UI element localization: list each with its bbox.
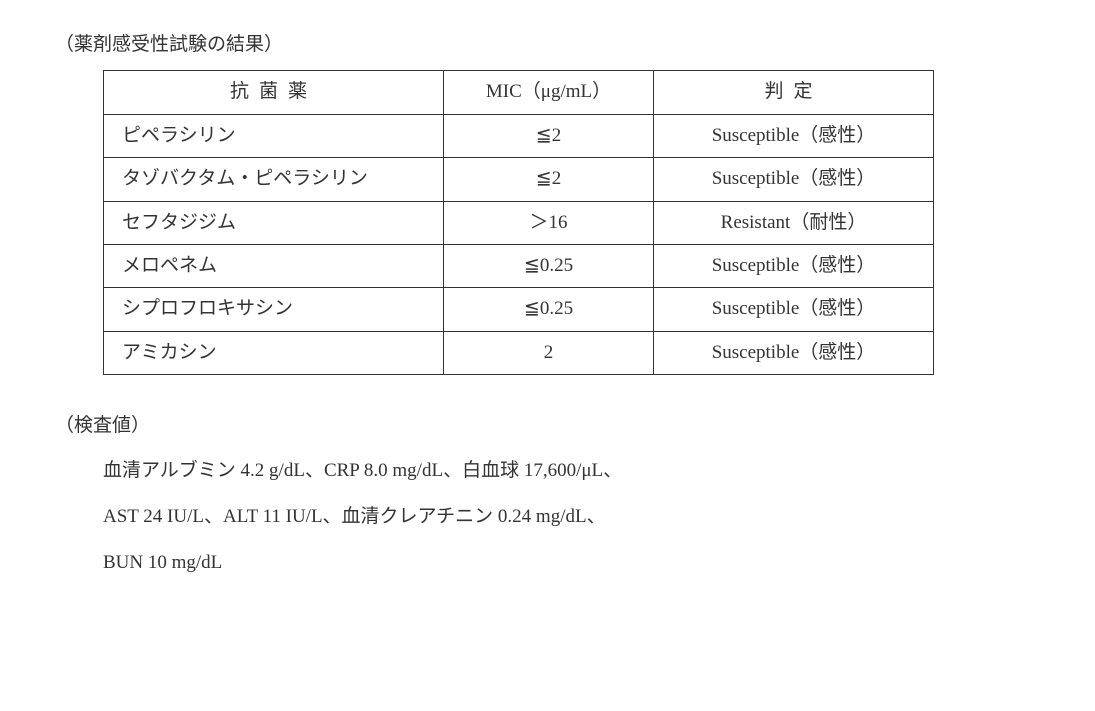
table-header-row: 抗菌薬 MIC（μg/mL） 判定 xyxy=(104,71,934,114)
cell-drug: ピペラシリン xyxy=(104,114,444,157)
table-row: メロペネム ≦0.25 Susceptible（感性） xyxy=(104,244,934,287)
cell-drug: タゾバクタム・ピペラシリン xyxy=(104,158,444,201)
cell-result: Susceptible（感性） xyxy=(654,244,934,287)
table-row: アミカシン 2 Susceptible（感性） xyxy=(104,331,934,374)
table-row: セフタジジム ＞16 Resistant（耐性） xyxy=(104,201,934,244)
cell-mic: 2 xyxy=(444,331,654,374)
table-row: タゾバクタム・ピペラシリン ≦2 Susceptible（感性） xyxy=(104,158,934,201)
cell-mic: ＞16 xyxy=(444,201,654,244)
cell-mic: ≦0.25 xyxy=(444,244,654,287)
cell-mic: ≦0.25 xyxy=(444,288,654,331)
lab-values-block: 血清アルブミン 4.2 g/dL、CRP 8.0 mg/dL、白血球 17,60… xyxy=(103,456,1040,579)
susceptibility-table: 抗菌薬 MIC（μg/mL） 判定 ピペラシリン ≦2 Susceptible（… xyxy=(103,70,934,375)
lab-line-2: AST 24 IU/L、ALT 11 IU/L、血清クレアチニン 0.24 mg… xyxy=(103,502,1040,532)
lab-line-1: 血清アルブミン 4.2 g/dL、CRP 8.0 mg/dL、白血球 17,60… xyxy=(103,456,1040,486)
cell-drug: アミカシン xyxy=(104,331,444,374)
table-row: ピペラシリン ≦2 Susceptible（感性） xyxy=(104,114,934,157)
header-drug: 抗菌薬 xyxy=(104,71,444,114)
cell-result: Susceptible（感性） xyxy=(654,288,934,331)
cell-drug: メロペネム xyxy=(104,244,444,287)
cell-drug: セフタジジム xyxy=(104,201,444,244)
cell-result: Susceptible（感性） xyxy=(654,331,934,374)
header-mic: MIC（μg/mL） xyxy=(444,71,654,114)
cell-mic: ≦2 xyxy=(444,114,654,157)
cell-result: Susceptible（感性） xyxy=(654,158,934,201)
cell-mic: ≦2 xyxy=(444,158,654,201)
lab-line-3: BUN 10 mg/dL xyxy=(103,548,1040,578)
cell-result: Susceptible（感性） xyxy=(654,114,934,157)
lab-section-title: （検査値） xyxy=(55,411,1040,441)
cell-result: Resistant（耐性） xyxy=(654,201,934,244)
cell-drug: シプロフロキサシン xyxy=(104,288,444,331)
table-row: シプロフロキサシン ≦0.25 Susceptible（感性） xyxy=(104,288,934,331)
header-result: 判定 xyxy=(654,71,934,114)
susceptibility-section-title: （薬剤感受性試験の結果） xyxy=(55,30,1040,60)
